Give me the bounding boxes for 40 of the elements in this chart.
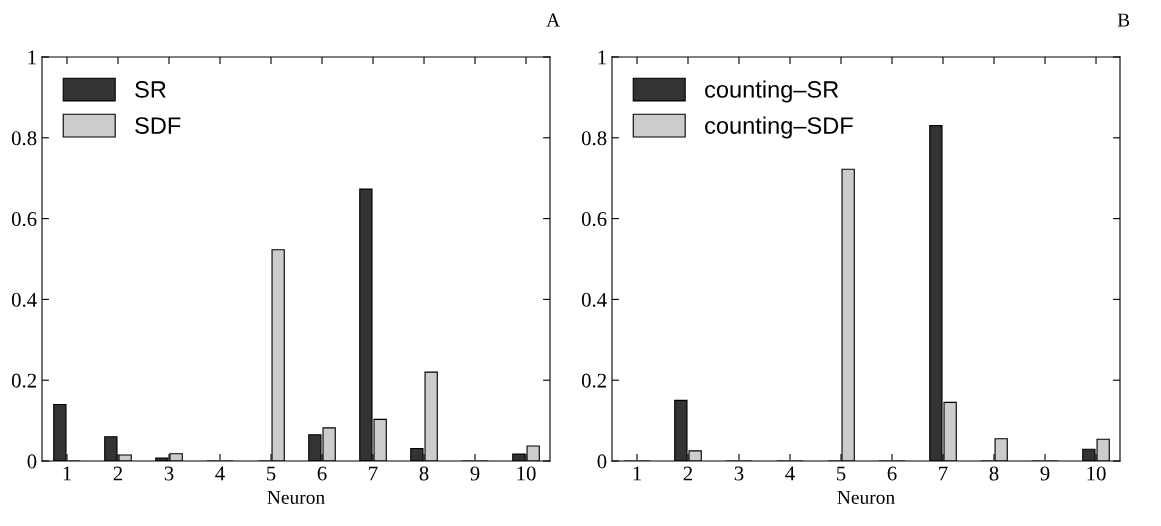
x-tick-label: 10 xyxy=(517,466,536,481)
legend-label: SDF xyxy=(135,117,181,134)
y-tick-label: 1 xyxy=(598,50,606,65)
x-axis-title: Neuron xyxy=(837,491,895,504)
legend-label: SR xyxy=(135,81,166,98)
y-tick-label: 0.8 xyxy=(581,131,607,146)
x-tick-label: 7 xyxy=(369,466,378,481)
x-tick-label: 1 xyxy=(633,466,641,481)
x-tick-label: 6 xyxy=(317,466,327,481)
x-tick-label: 3 xyxy=(164,466,174,481)
y-tick-label: 0.4 xyxy=(11,292,37,307)
y-tick-label: 1 xyxy=(28,50,36,65)
x-tick-label: 6 xyxy=(887,466,897,481)
x-tick-label: 4 xyxy=(215,466,225,481)
y-tick-label: 0.8 xyxy=(11,131,37,146)
x-axis-title: Neuron xyxy=(267,491,325,504)
y-tick-label: 0.2 xyxy=(581,373,606,388)
x-tick-label: 3 xyxy=(734,466,744,481)
x-tick-label: 7 xyxy=(939,466,948,481)
legend-label: counting–SR xyxy=(705,80,839,103)
x-tick-label: 10 xyxy=(1087,466,1106,481)
x-tick-label: 9 xyxy=(1040,466,1050,481)
x-tick-label: 1 xyxy=(63,466,71,481)
y-tick-label: 0 xyxy=(597,454,607,469)
x-tick-label: 2 xyxy=(113,466,123,481)
x-tick-label: 8 xyxy=(419,466,429,481)
x-tick-label: 5 xyxy=(267,466,276,481)
y-tick-label: 0.6 xyxy=(581,211,607,227)
x-tick-label: 9 xyxy=(470,466,480,481)
x-tick-label: 2 xyxy=(683,466,693,481)
chart-title: B xyxy=(1117,13,1130,27)
chart-title: A xyxy=(546,13,561,27)
y-tick-label: 0 xyxy=(27,454,37,469)
y-tick-label: 0.2 xyxy=(11,373,36,388)
x-tick-label: 4 xyxy=(785,466,795,481)
y-tick-label: 0.4 xyxy=(581,292,607,307)
legend-label: counting–SDF xyxy=(705,116,853,139)
x-tick-label: 8 xyxy=(989,466,999,481)
x-tick-label: 5 xyxy=(837,466,846,481)
y-tick-label: 0.6 xyxy=(11,211,37,227)
